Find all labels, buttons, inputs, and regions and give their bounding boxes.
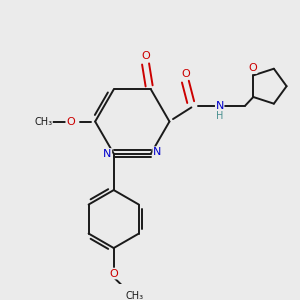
Text: O: O xyxy=(248,63,257,73)
Text: O: O xyxy=(110,269,118,279)
Text: N: N xyxy=(103,149,112,159)
Text: CH₃: CH₃ xyxy=(125,291,143,300)
Text: N: N xyxy=(153,147,161,157)
Text: CH₃: CH₃ xyxy=(34,116,52,127)
Text: O: O xyxy=(66,116,75,127)
Text: O: O xyxy=(141,51,150,61)
Text: H: H xyxy=(216,110,224,121)
Text: O: O xyxy=(181,69,190,79)
Text: N: N xyxy=(215,100,224,111)
